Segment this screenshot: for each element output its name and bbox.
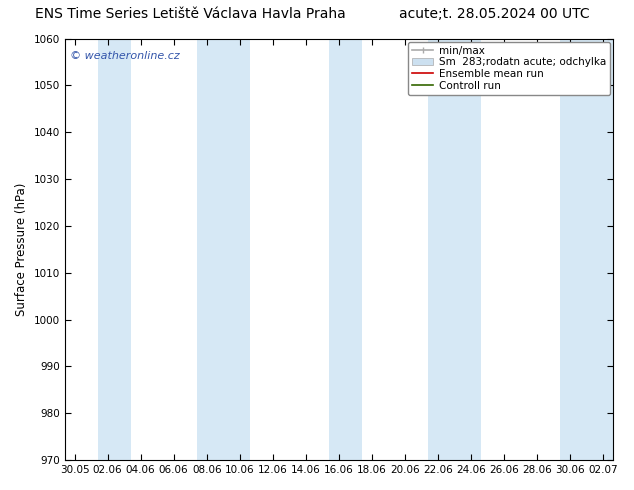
Bar — [197, 39, 250, 460]
Text: acute;t. 28.05.2024 00 UTC: acute;t. 28.05.2024 00 UTC — [399, 7, 590, 22]
Y-axis label: Surface Pressure (hPa): Surface Pressure (hPa) — [15, 183, 28, 316]
Bar — [428, 39, 481, 460]
Bar — [98, 39, 131, 460]
Bar — [329, 39, 362, 460]
Legend: min/max, Sm  283;rodatn acute; odchylka, Ensemble mean run, Controll run: min/max, Sm 283;rodatn acute; odchylka, … — [408, 42, 610, 95]
Text: © weatheronline.cz: © weatheronline.cz — [70, 51, 180, 61]
Text: ENS Time Series Letiště Václava Havla Praha: ENS Time Series Letiště Václava Havla Pr… — [35, 7, 346, 22]
Bar — [560, 39, 613, 460]
